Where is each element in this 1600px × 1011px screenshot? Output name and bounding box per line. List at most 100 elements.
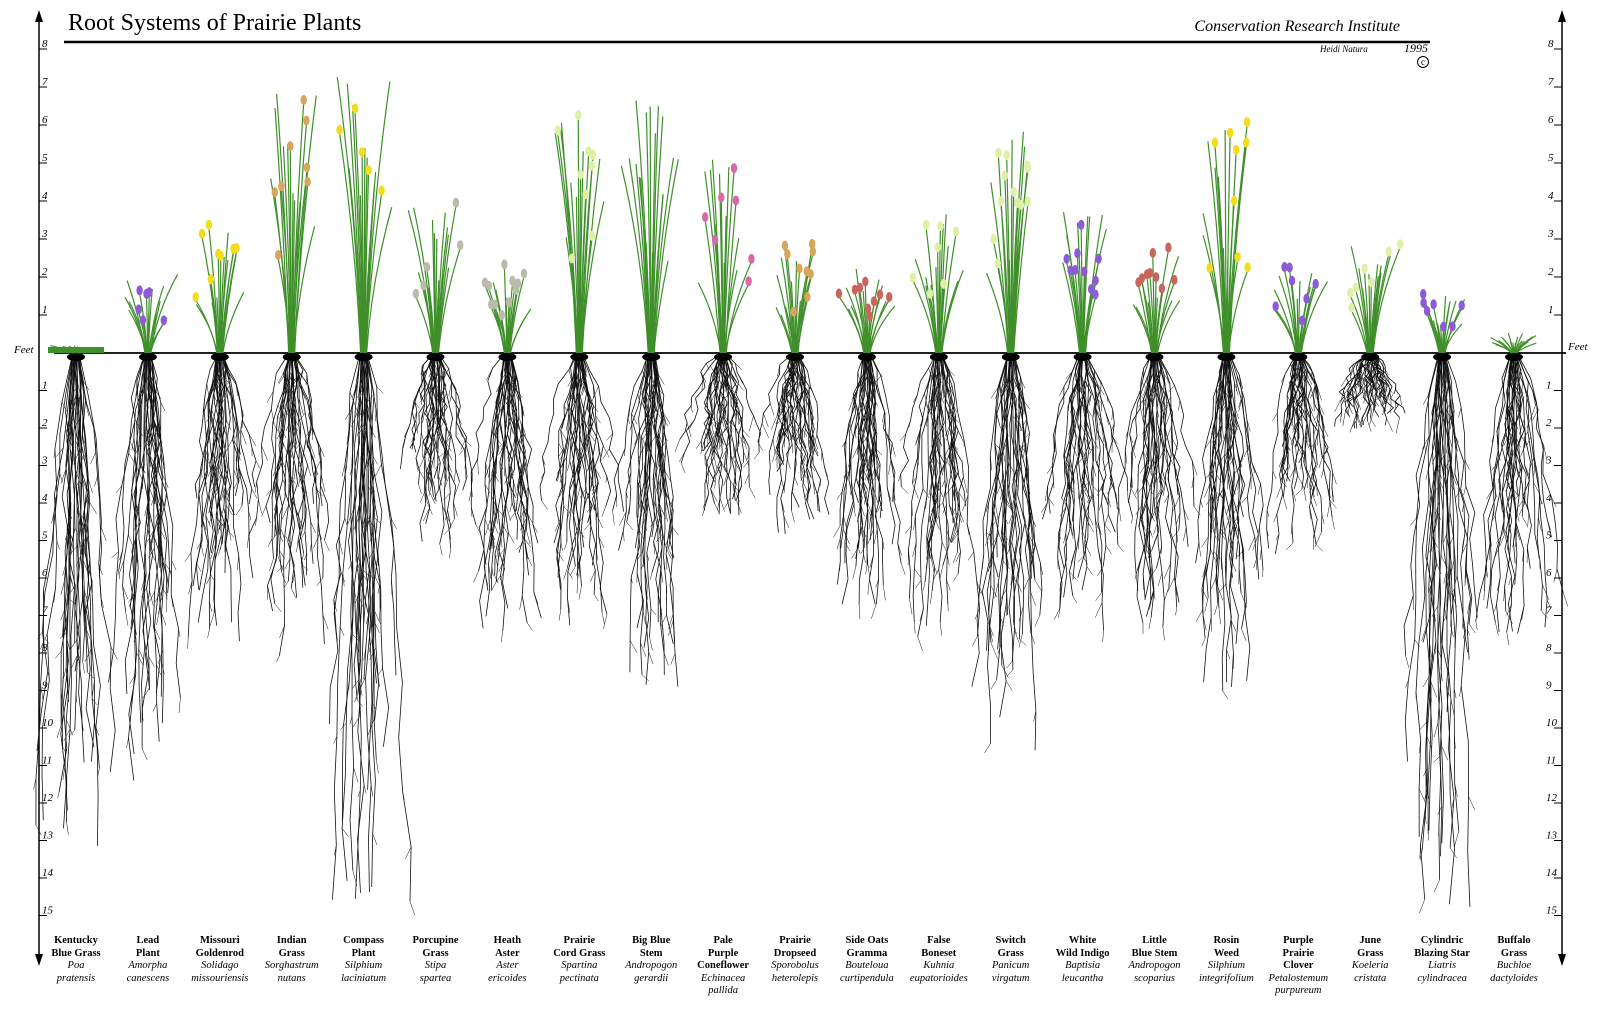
root-branch (1034, 580, 1042, 592)
common-name: Porcupine (412, 935, 459, 946)
root-strand (1086, 354, 1117, 499)
root-branch (1533, 463, 1535, 476)
scientific-name: purpureum (1275, 985, 1322, 996)
root-branch (1437, 806, 1443, 815)
scientific-name: Stipa (424, 960, 447, 971)
root-branch (1311, 464, 1318, 481)
root-branch (118, 560, 125, 575)
foliage (124, 273, 179, 354)
root-branch (1450, 588, 1456, 595)
root-branch (1081, 530, 1088, 545)
root-branch (1104, 514, 1109, 526)
root-branch (881, 411, 885, 423)
leaf-blade (1209, 270, 1226, 354)
root-branch (460, 436, 467, 450)
root-branch (254, 481, 257, 493)
plant-heath-aster (470, 259, 542, 642)
scientific-name: heterolepis (771, 972, 819, 984)
root-strand (726, 354, 762, 443)
root-branch (115, 485, 122, 494)
root-branch (560, 542, 563, 551)
flower-head (790, 306, 797, 317)
root-branch (453, 481, 460, 498)
root-branch (849, 423, 853, 437)
root-strand (270, 354, 290, 604)
root-branch (1221, 423, 1224, 439)
root-branch (928, 395, 934, 404)
root-branch (1280, 479, 1287, 488)
root-strand (274, 354, 291, 535)
leaf-blade (222, 291, 245, 354)
root-branch (291, 377, 298, 390)
root-branch (1175, 607, 1177, 616)
root-branch (368, 486, 373, 494)
root-branch (866, 457, 870, 472)
common-name: Grass (422, 947, 449, 959)
root-strand (870, 355, 883, 518)
root-branch (992, 510, 995, 522)
root-branch (576, 371, 582, 387)
root-strand (798, 354, 821, 513)
common-name: Aster (495, 947, 520, 959)
scientific-name: nutans (277, 972, 306, 984)
scale-tick-label: 15 (1546, 905, 1558, 917)
root-branch (1295, 488, 1303, 496)
leaf-blade (938, 223, 944, 354)
root-branch (187, 637, 189, 649)
root-crown (1289, 353, 1308, 361)
root-branch (1323, 426, 1329, 438)
root-branch (785, 388, 793, 399)
root-branch (788, 367, 795, 376)
foliage (697, 159, 752, 354)
root-crown (1361, 353, 1380, 361)
root-branch (505, 394, 513, 405)
root-branch (1018, 634, 1023, 648)
root-branch (735, 363, 743, 370)
root-branch (1151, 394, 1157, 402)
flower-head (886, 292, 893, 302)
root-branch (1137, 518, 1142, 527)
root-branch (841, 440, 847, 448)
root-branch (1092, 495, 1094, 508)
scale-tick-label: 10 (42, 717, 54, 729)
scientific-name: canescens (126, 972, 170, 984)
root-branch (430, 472, 432, 487)
root-strand (557, 354, 578, 590)
flower-head (351, 103, 359, 114)
flower-head (1430, 299, 1437, 310)
root-branch (148, 656, 155, 667)
root-branch (1489, 543, 1491, 560)
common-name: White (1068, 935, 1097, 946)
root-strand (502, 354, 511, 609)
root-strand (702, 354, 722, 452)
root-branch (631, 413, 638, 425)
root-branch (645, 420, 652, 432)
root-branch (1295, 408, 1302, 422)
root-branch (711, 392, 716, 402)
root-strand (367, 354, 412, 902)
root-branch (937, 436, 942, 445)
root-branch (1363, 387, 1368, 404)
root-branch (1195, 609, 1203, 623)
root-branch (1422, 676, 1430, 688)
root-branch (1441, 384, 1446, 395)
root-branch (1495, 622, 1499, 636)
leaf-blade (150, 273, 179, 354)
scientific-name: gerardii (634, 972, 669, 984)
root-branch (473, 570, 479, 583)
root-branch (576, 485, 581, 502)
root-strand (793, 354, 803, 465)
root-branch (949, 415, 956, 423)
root-strand (1134, 354, 1152, 577)
root-branch (799, 437, 801, 444)
root-branch (1518, 418, 1525, 435)
plant-side-oats-gramma (833, 268, 906, 620)
root-branch (986, 532, 993, 539)
root-branch (712, 429, 719, 445)
flower-head (748, 253, 755, 264)
scientific-name: Petalostemum (1268, 972, 1329, 984)
root-branch (235, 505, 243, 516)
root-branch (1356, 396, 1362, 411)
root-strand (1444, 354, 1471, 660)
root-branch (433, 408, 441, 420)
